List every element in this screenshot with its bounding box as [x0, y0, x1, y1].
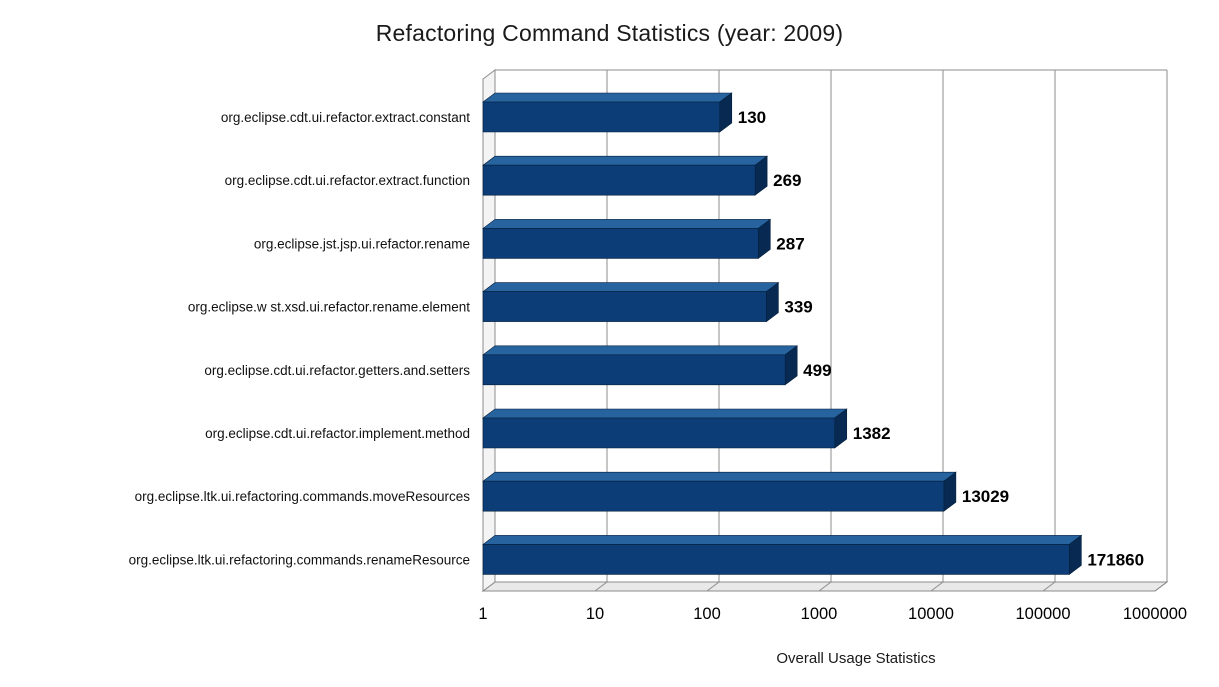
bar-value-label: 1382 — [853, 424, 891, 443]
gridline-floor — [1042, 581, 1056, 592]
category-label: org.eclipse.cdt.ui.refactor.implement.me… — [205, 426, 470, 441]
category-label: org.eclipse.ltk.ui.refactoring.commands.… — [135, 489, 471, 504]
bar — [482, 417, 836, 449]
bar-value-label: 269 — [773, 171, 801, 190]
gridline-floor — [1154, 581, 1168, 592]
category-label: org.eclipse.cdt.ui.refactor.extract.func… — [225, 173, 470, 188]
bar-top-face — [482, 345, 799, 356]
bar-top-face — [482, 535, 1083, 545]
bar-value-label: 130 — [738, 108, 766, 127]
plot-left-wall — [482, 69, 496, 592]
bar — [482, 544, 1070, 575]
x-tick-label: 10000 — [908, 605, 954, 623]
category-label: org.eclipse.w st.xsd.ui.refactor.rename.… — [188, 300, 470, 315]
x-tick-label: 100000 — [1015, 605, 1070, 623]
category-label: org.eclipse.ltk.ui.refactoring.commands.… — [129, 552, 470, 567]
bar-top-face — [482, 282, 780, 292]
category-label: org.eclipse.cdt.ui.refactor.extract.cons… — [221, 110, 470, 125]
x-tick-label: 1000000 — [1123, 605, 1187, 623]
gridline-floor — [930, 581, 944, 592]
bar-top-face — [482, 219, 772, 229]
bar-top-face — [482, 155, 769, 166]
bar-value-label: 171860 — [1087, 550, 1144, 569]
bar — [482, 354, 786, 386]
bar-value-label: 339 — [784, 298, 812, 317]
category-label: org.eclipse.jst.jsp.ui.refactor.rename — [254, 236, 470, 251]
bar-top-face — [482, 408, 848, 419]
gridline-floor — [594, 581, 608, 592]
bar-value-label: 13029 — [962, 487, 1009, 506]
bar — [482, 164, 756, 196]
bar-value-label: 287 — [776, 234, 804, 253]
bar-value-label: 499 — [803, 361, 831, 380]
bar — [482, 480, 945, 512]
bar — [482, 101, 721, 133]
x-tick-label: 10 — [586, 605, 604, 623]
gridline-floor — [706, 581, 720, 592]
bar-top-face — [482, 471, 957, 482]
x-tick-label: 100 — [693, 605, 721, 623]
gridline-floor — [818, 581, 832, 592]
x-tick-label: 1 — [478, 605, 487, 623]
bar-top-face — [482, 92, 733, 103]
bar — [482, 228, 759, 259]
chart-title: Refactoring Command Statistics (year: 20… — [375, 20, 844, 46]
bar — [482, 291, 767, 322]
x-tick-label: 1000 — [801, 605, 838, 623]
category-label: org.eclipse.cdt.ui.refactor.getters.and.… — [204, 363, 470, 378]
x-axis-label: Overall Usage Statistics — [776, 650, 936, 667]
